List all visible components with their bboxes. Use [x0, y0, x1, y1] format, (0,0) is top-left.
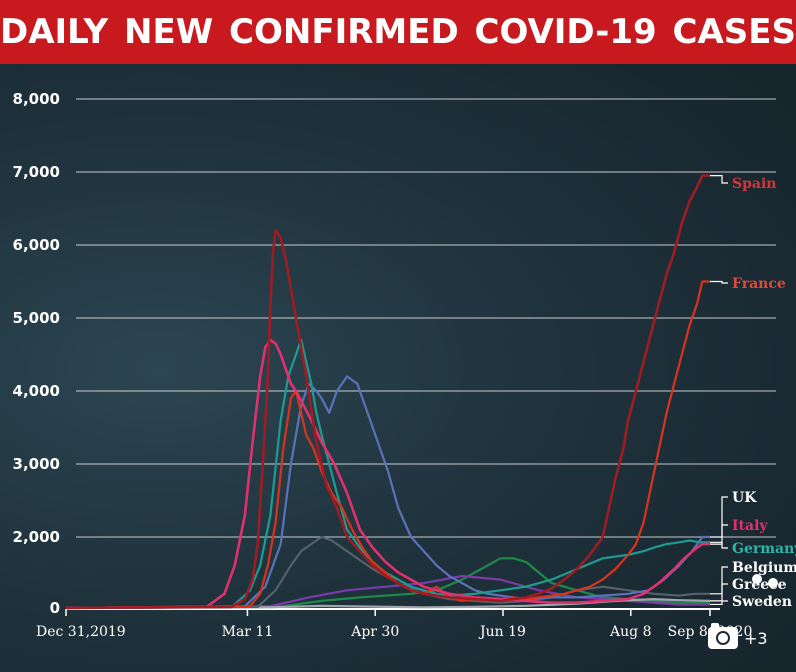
legend-leader-uk [710, 496, 728, 538]
series-line-germany [65, 338, 710, 610]
carousel-dot[interactable] [752, 574, 762, 584]
legend-label-sweden: Sweden [732, 594, 792, 610]
y-tick-label: 4,000 [13, 382, 60, 400]
y-tick-label: 0 [50, 599, 60, 617]
series-lines [65, 174, 711, 610]
legend-leader-greece [710, 583, 728, 602]
legend-leader-france [710, 280, 728, 284]
y-tick-label: 2,000 [13, 528, 60, 546]
series-line-uk [65, 375, 710, 610]
series-labels: SpainFranceUKItalyGermanyBelgiumGreeceSw… [710, 175, 796, 610]
y-tick-label: 5,000 [13, 309, 60, 327]
legend-leader-sweden [710, 600, 728, 606]
legend-label-belgium: Belgium [732, 560, 796, 576]
x-tick-label: Aug 8 [609, 624, 651, 640]
legend-leader-italy [710, 524, 728, 545]
y-tick-label: 8,000 [13, 90, 60, 108]
series-line-spain [65, 174, 710, 610]
gallery-badge[interactable]: +3 [708, 623, 788, 652]
legend-leader-spain [710, 175, 728, 184]
x-axis-tick-labels: Dec 31,2019 Mar 11 Apr 30 Jun 19 Aug 8 Sep 8,… [36, 609, 752, 640]
series-line-greece [65, 598, 711, 610]
series-line-sweden [65, 574, 710, 610]
legend-label-germany: Germany [732, 541, 796, 557]
y-tick-label: 7,000 [13, 163, 60, 181]
series-line-belgium [65, 535, 710, 610]
y-tick-label: 6,000 [13, 236, 60, 254]
x-tick-label: Dec 31,2019 [36, 624, 126, 640]
y-axis-tick-labels: 0 2,000 3,000 4,000 5,000 6,000 7,000 8,000 [13, 90, 60, 617]
legend-label-france: France [732, 276, 786, 292]
legend-label-uk: UK [732, 490, 757, 506]
legend-leader-germany [710, 541, 728, 549]
title-bar: DAILY NEW CONFIRMED COVID-19 CASES [0, 0, 796, 64]
camera-icon[interactable] [708, 623, 738, 649]
series-line-italy [65, 338, 710, 610]
gallery-count: +3 [744, 628, 768, 648]
x-tick-label: Apr 30 [350, 624, 399, 640]
x-tick-label: Mar 11 [222, 624, 274, 640]
carousel-dots[interactable] [752, 574, 782, 588]
legend-label-italy: Italy [732, 518, 768, 534]
legend-label-spain: Spain [732, 176, 776, 192]
legend-leader-belgium [710, 566, 728, 595]
chart-title: DAILY NEW CONFIRMED COVID-19 CASES [0, 12, 796, 52]
y-tick-label: 3,000 [13, 455, 60, 473]
x-tick-label: Jun 19 [478, 624, 526, 640]
series-line-france [65, 280, 710, 610]
carousel-dot[interactable] [768, 578, 778, 588]
grid-lines [66, 98, 776, 610]
